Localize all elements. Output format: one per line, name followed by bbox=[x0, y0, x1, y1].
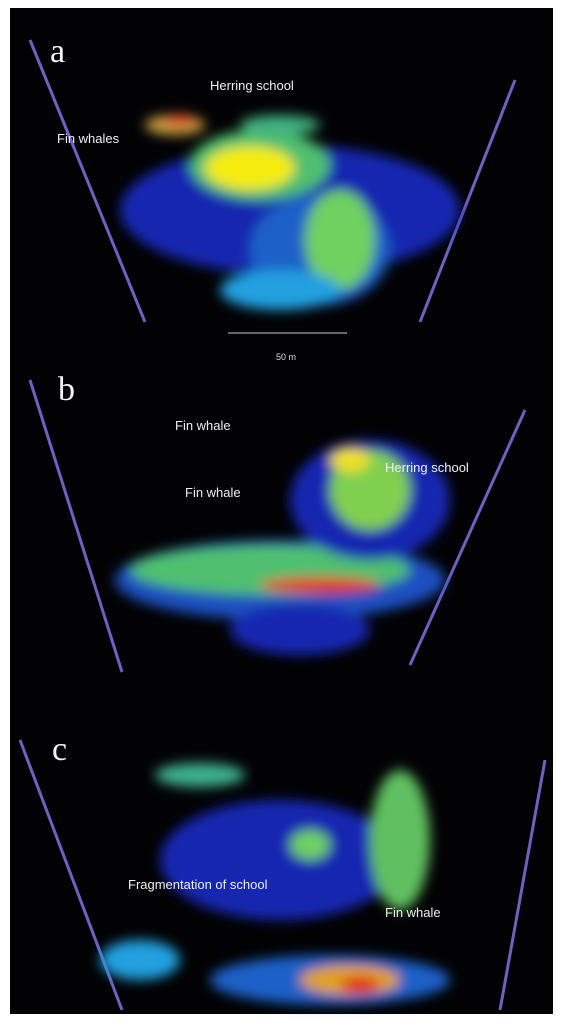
annotation: Herring school bbox=[385, 460, 469, 475]
panel-label: b bbox=[58, 371, 75, 408]
panel-label: a bbox=[50, 33, 65, 70]
scale-label: 50 m bbox=[276, 352, 296, 362]
annotation: Herring school bbox=[210, 78, 294, 93]
annotation: Fragmentation of school bbox=[128, 877, 268, 892]
page: a Herring school Fin whales 50 m b Fin w… bbox=[0, 0, 563, 1022]
sonar-figure: a Herring school Fin whales 50 m b Fin w… bbox=[0, 0, 563, 1022]
annotation: Fin whale bbox=[385, 905, 441, 920]
annotation: Fin whale bbox=[185, 485, 241, 500]
annotation: Fin whales bbox=[57, 131, 120, 146]
panel-label: c bbox=[52, 731, 67, 768]
annotation: Fin whale bbox=[175, 418, 231, 433]
